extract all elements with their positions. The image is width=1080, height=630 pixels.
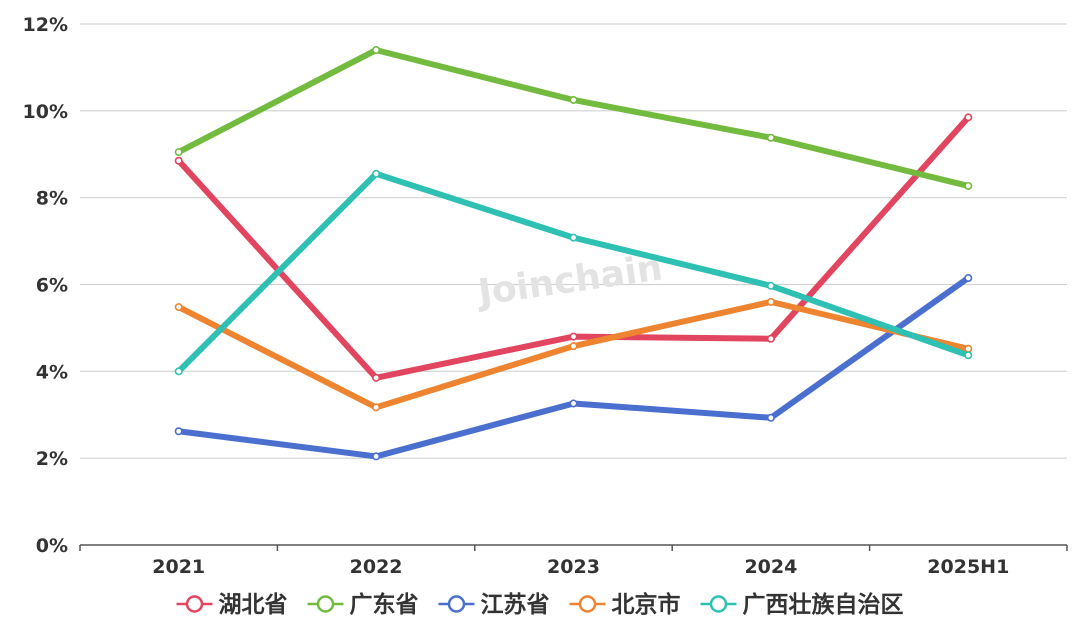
data-point: [569, 342, 578, 351]
x-tick-label: 2021: [152, 556, 205, 578]
data-point: [766, 334, 775, 343]
y-tick-label: 4%: [36, 361, 68, 383]
grid-lines: [80, 23, 1067, 459]
data-point: [964, 113, 973, 122]
data-point: [964, 273, 973, 282]
data-point: [766, 297, 775, 306]
legend: 湖北省 广东省 江苏省 北京市 广西壮族自治区: [176, 591, 904, 618]
y-tick-label: 12%: [23, 14, 68, 36]
legend-label: 广西壮族自治区: [743, 591, 904, 618]
x-tick-label: 2022: [350, 556, 403, 578]
data-point: [174, 367, 183, 376]
data-point: [964, 344, 973, 353]
data-point: [964, 351, 973, 360]
legend-label: 江苏省: [481, 592, 550, 618]
legend-label: 北京市: [612, 591, 681, 618]
data-point: [766, 413, 775, 422]
legend-label: 湖北省: [219, 592, 288, 618]
axes: 0% 2% 4% 6% 8% 10% 12% 2021 2022 2023 2024 2025H1: [23, 14, 1068, 578]
legend-marker-circle: [709, 595, 728, 613]
y-tick-label: 0%: [36, 535, 68, 557]
y-tick-label: 8%: [36, 188, 68, 210]
legend-marker-circle: [447, 595, 466, 613]
data-point: [372, 452, 381, 461]
data-point: [372, 46, 381, 55]
data-point: [174, 303, 183, 312]
data-point: [372, 169, 381, 178]
legend-marker-circle: [578, 595, 597, 613]
legend-item[interactable]: 广西壮族自治区: [700, 591, 904, 618]
data-point: [174, 148, 183, 157]
x-tick-label: 2024: [744, 556, 797, 578]
legend-item[interactable]: 江苏省: [438, 592, 550, 618]
data-point: [766, 281, 775, 290]
data-point: [174, 156, 183, 165]
data-point: [372, 403, 381, 412]
series-lines: [174, 46, 973, 461]
legend-label: 广东省: [350, 591, 419, 618]
legend-marker-circle: [316, 595, 335, 613]
data-point: [569, 399, 578, 408]
data-point: [569, 233, 578, 242]
legend-item[interactable]: 广东省: [307, 591, 419, 618]
y-tick-label: 6%: [36, 275, 68, 297]
x-tick-label: 2025H1: [927, 556, 1009, 578]
y-tick-label: 10%: [23, 101, 68, 123]
y-tick-label: 2%: [36, 448, 68, 470]
data-point: [964, 181, 973, 190]
data-point: [174, 427, 183, 436]
x-tick-label: 2023: [547, 556, 600, 578]
legend-item[interactable]: 湖北省: [176, 592, 288, 618]
watermark-text: Joinchain: [473, 247, 665, 314]
data-point: [569, 332, 578, 341]
data-point: [372, 373, 381, 382]
series-line: [175, 47, 972, 189]
legend-item[interactable]: 北京市: [569, 591, 681, 618]
data-point: [569, 95, 578, 104]
data-point: [766, 133, 775, 142]
series-line: [175, 298, 972, 411]
legend-marker-circle: [185, 595, 204, 613]
